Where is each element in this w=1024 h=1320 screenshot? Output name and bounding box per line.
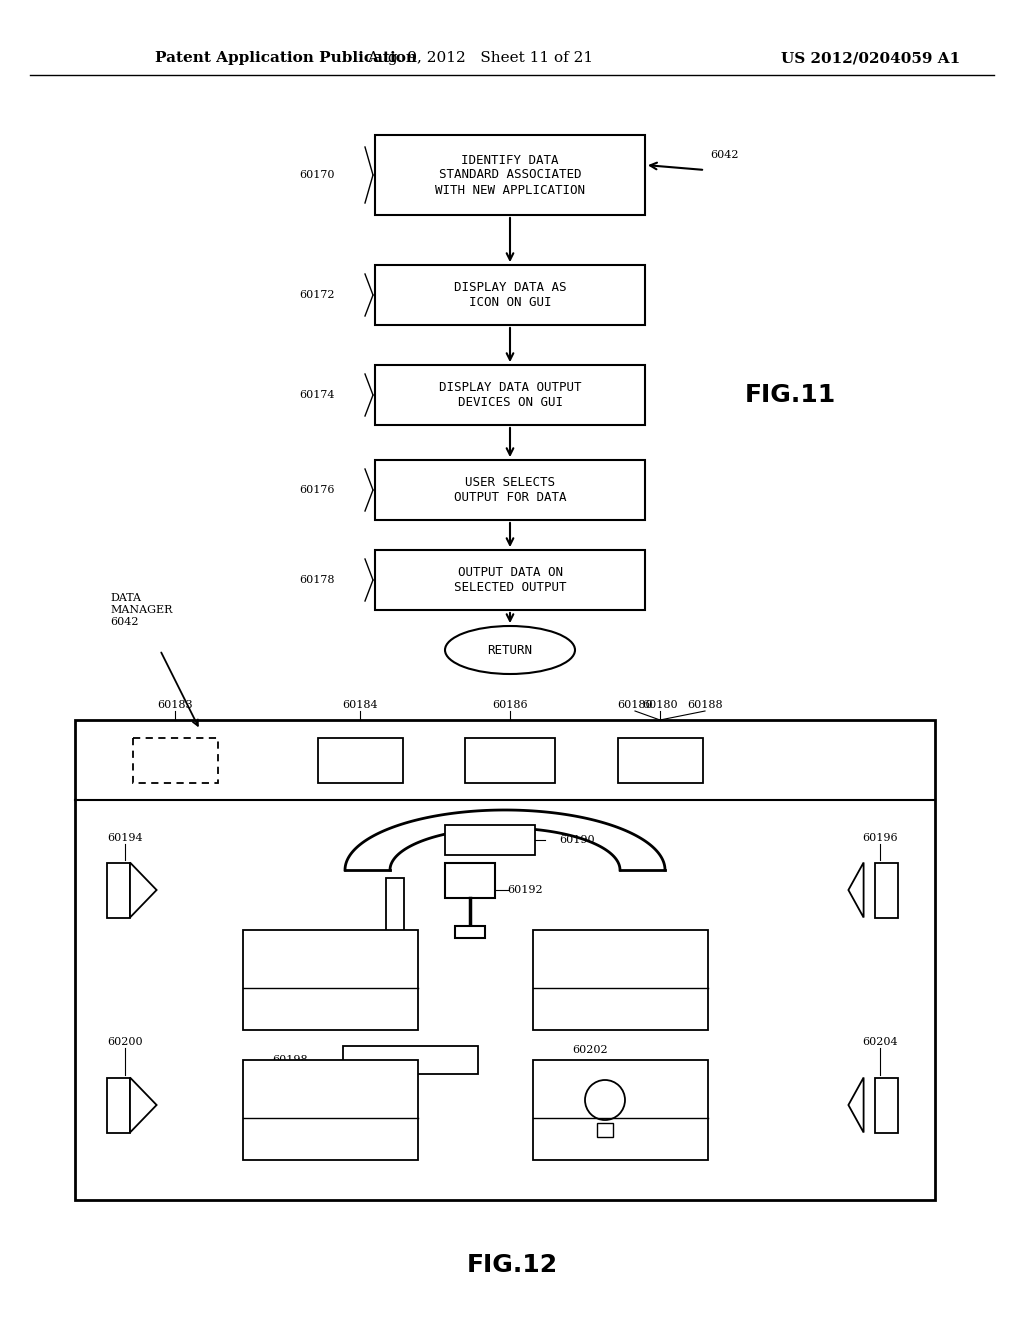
Text: OUTPUT DATA ON
SELECTED OUTPUT: OUTPUT DATA ON SELECTED OUTPUT xyxy=(454,566,566,594)
Bar xyxy=(75,719,935,1200)
Text: 60194: 60194 xyxy=(108,833,142,843)
Bar xyxy=(874,862,898,917)
Bar xyxy=(455,927,485,939)
Text: US 2012/0204059 A1: US 2012/0204059 A1 xyxy=(780,51,961,65)
Bar xyxy=(317,738,402,783)
Text: CELL: CELL xyxy=(343,752,377,767)
Text: Patent Application Publication: Patent Application Publication xyxy=(155,51,417,65)
Bar xyxy=(243,931,418,1030)
Text: FIG.12: FIG.12 xyxy=(467,1253,557,1276)
Text: 60192: 60192 xyxy=(507,884,543,895)
Text: MP3: MP3 xyxy=(163,752,187,767)
Text: 60190: 60190 xyxy=(559,836,595,845)
Text: 60174: 60174 xyxy=(299,389,335,400)
Text: 60198: 60198 xyxy=(272,1055,307,1065)
Text: 60188: 60188 xyxy=(687,700,723,710)
Text: DATA
MANAGER
6042: DATA MANAGER 6042 xyxy=(110,594,172,627)
Bar xyxy=(375,366,645,425)
Text: 60184: 60184 xyxy=(342,700,378,710)
Bar xyxy=(375,550,645,610)
Bar xyxy=(445,825,535,855)
Ellipse shape xyxy=(445,626,575,675)
Text: Aug. 9, 2012   Sheet 11 of 21: Aug. 9, 2012 Sheet 11 of 21 xyxy=(367,51,593,65)
Text: 60183: 60183 xyxy=(158,700,193,710)
Bar xyxy=(342,1045,477,1074)
Bar xyxy=(445,862,495,898)
Bar xyxy=(243,1060,418,1160)
Bar xyxy=(375,135,645,215)
Polygon shape xyxy=(849,1077,863,1133)
Bar xyxy=(465,738,555,783)
Text: IDENTIFY DATA
STANDARD ASSOCIATED
WITH NEW APPLICATION: IDENTIFY DATA STANDARD ASSOCIATED WITH N… xyxy=(435,153,585,197)
Text: 60180: 60180 xyxy=(617,700,653,710)
Text: USER SELECTS
OUTPUT FOR DATA: USER SELECTS OUTPUT FOR DATA xyxy=(454,477,566,504)
Polygon shape xyxy=(345,810,665,870)
Bar xyxy=(132,738,217,783)
Text: 60196: 60196 xyxy=(862,833,898,843)
Bar xyxy=(597,1123,613,1137)
Bar xyxy=(874,1077,898,1133)
Text: 60204: 60204 xyxy=(862,1038,898,1047)
Text: 60186: 60186 xyxy=(493,700,527,710)
Text: 60170: 60170 xyxy=(299,170,335,180)
Bar xyxy=(108,862,130,917)
Bar xyxy=(375,265,645,325)
Text: FIG.11: FIG.11 xyxy=(744,383,836,407)
Bar xyxy=(375,459,645,520)
Text: 60202: 60202 xyxy=(572,1045,608,1055)
Text: DISPLAY DATA OUTPUT
DEVICES ON GUI: DISPLAY DATA OUTPUT DEVICES ON GUI xyxy=(438,381,582,409)
Text: 60176: 60176 xyxy=(299,484,335,495)
Bar xyxy=(386,878,404,932)
Text: 60200: 60200 xyxy=(108,1038,142,1047)
Bar xyxy=(108,1077,130,1133)
Text: RETURN: RETURN xyxy=(487,644,532,656)
Text: 6042: 6042 xyxy=(710,150,738,160)
Text: 60180: 60180 xyxy=(642,700,678,710)
Text: DISPLAY DATA AS
ICON ON GUI: DISPLAY DATA AS ICON ON GUI xyxy=(454,281,566,309)
Polygon shape xyxy=(130,862,157,917)
Text: 60178: 60178 xyxy=(299,576,335,585)
Polygon shape xyxy=(130,1077,157,1133)
Text: RADIO: RADIO xyxy=(489,752,530,767)
Bar xyxy=(532,931,708,1030)
Bar xyxy=(617,738,702,783)
Text: DVD: DVD xyxy=(647,752,673,767)
Text: 60172: 60172 xyxy=(299,290,335,300)
Bar xyxy=(532,1060,708,1160)
Polygon shape xyxy=(849,862,863,917)
